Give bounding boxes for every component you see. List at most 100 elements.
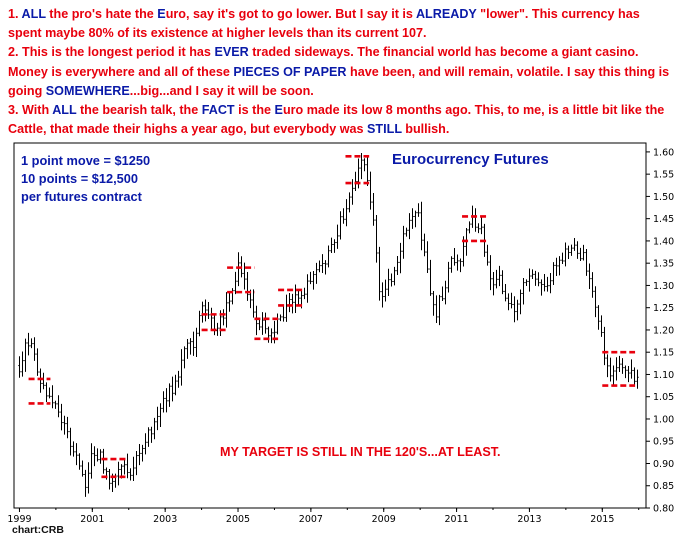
note-run: the pro's hate the [45,7,158,21]
price-bar [543,273,546,292]
price-bar [426,241,429,273]
price-bar [309,271,312,285]
price-bar [552,262,555,286]
price-bar [294,284,297,314]
note-run: ...big...and I say it will be soon. [129,83,314,98]
plot-border [13,142,647,509]
price-bar [237,252,240,287]
price-bar [90,443,93,479]
price-bar [96,448,99,462]
price-bar [141,444,144,462]
note-run: 2. This is the longest period it has [8,45,215,60]
price-bar [516,299,519,321]
y-tick-label: 1.50 [653,192,674,203]
price-bar [558,256,561,276]
price-bar [474,208,477,232]
price-bar [72,441,75,457]
price-bar [393,266,396,286]
price-bar [630,359,633,379]
contract-info: 1 point move = $1250 10 points = $12,500… [21,152,150,206]
price-bar [297,289,300,305]
note-run: 3. With [8,103,53,118]
price-bar [153,417,156,440]
note-run: traded sideways. The financial world has… [8,45,639,79]
price-bar [399,242,402,274]
price-bar [546,276,549,292]
price-bar [201,301,204,323]
info-line: 10 points = $12,500 [21,171,139,186]
price-bar [432,291,435,316]
price-bar [45,382,48,403]
price-bar [318,260,321,273]
price-bar [126,453,129,479]
price-bar [609,357,612,382]
price-bar [537,272,540,287]
price-bar [123,459,126,475]
price-bar [165,388,168,413]
price-bar [423,233,426,257]
price-bar [405,227,408,237]
price-bar [375,214,378,263]
y-tick-label: 1.40 [653,236,674,247]
y-tick-label: 1.30 [653,281,674,292]
price-bar [378,246,381,301]
price-bar [144,433,147,455]
price-bar [348,192,351,213]
price-bar [600,315,603,337]
price-bar [147,427,150,447]
y-tick-label: 1.10 [653,370,674,381]
price-bar [579,247,582,261]
price-bar [366,156,369,186]
price-bar [588,263,591,290]
price-bar [48,387,51,399]
price-bar [78,453,81,470]
note-run: have been, and will remain, volatile. I … [8,64,670,98]
price-bar [306,274,309,303]
price-bar [39,368,42,393]
price-bar [615,357,618,381]
price-bar [195,327,198,357]
price-bar [168,383,171,407]
price-bar [156,406,159,431]
price-bar [63,415,66,435]
price-bar [384,279,387,302]
price-bar [231,288,234,305]
price-bar [159,403,162,427]
price-bar [582,244,585,261]
price-bar [624,365,627,379]
price-bar [228,292,231,312]
note-paragraph: 3. With ALL the bearish talk, the FACT i… [8,101,676,139]
price-bar [324,260,327,275]
price-bar [444,280,447,305]
price-bar [303,287,306,300]
chart-title: Eurocurrency Futures [392,151,549,168]
note-run: is the [234,103,275,118]
note-highlight: STILL [367,122,402,137]
y-tick-label: 0.95 [653,437,674,448]
price-bar [24,338,27,372]
price-bar [255,305,258,336]
price-bar [636,369,639,389]
price-bar [402,225,405,259]
price-bar [210,307,213,330]
price-bar [234,271,237,295]
price-bar [150,426,153,443]
price-bar [507,293,510,311]
price-bar [180,349,183,386]
price-bar [129,468,132,481]
price-bar [363,158,366,172]
note-highlight: ALL [52,103,77,118]
price-bar [396,256,399,276]
y-tick-label: 1.05 [653,392,674,403]
price-bar [279,314,282,322]
price-bar [252,289,255,318]
price-bar [453,247,456,266]
price-bars [18,152,639,497]
price-bar [42,372,45,390]
price-bar [603,326,606,366]
price-bar [243,262,246,290]
note-paragraph: 1. ALL the pro's hate the Euro, say it's… [8,5,676,43]
note-highlight: E [274,103,283,118]
price-bar [27,332,30,356]
price-bar [354,171,357,192]
